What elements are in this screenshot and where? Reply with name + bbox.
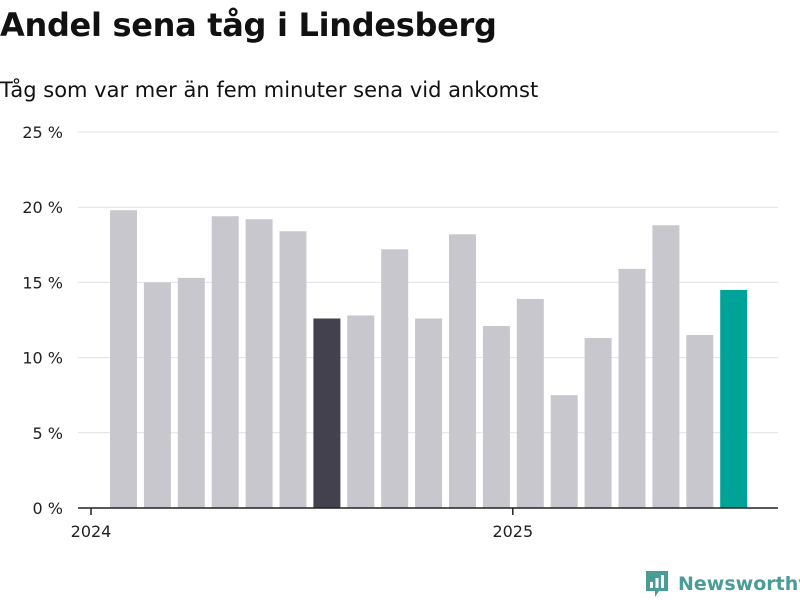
bar	[720, 289, 748, 508]
bar	[482, 326, 510, 508]
newsworthy-logo-icon	[646, 571, 668, 597]
y-tick-label: 25 %	[22, 123, 63, 142]
bar	[211, 216, 239, 508]
bar	[143, 282, 171, 508]
brand-name: Newsworthy	[678, 573, 800, 595]
y-tick-label: 0 %	[33, 499, 63, 518]
bar	[177, 277, 205, 508]
chart-title: Andel sena tåg i Lindesberg	[0, 6, 497, 44]
bar	[381, 249, 409, 508]
bar	[347, 315, 375, 508]
bar	[550, 395, 578, 508]
y-tick-label: 5 %	[33, 424, 63, 443]
bar	[415, 318, 443, 508]
bar	[245, 219, 273, 508]
y-tick-label: 20 %	[22, 198, 63, 217]
x-tick-label: 2024	[71, 522, 112, 541]
bar	[313, 318, 341, 508]
bar	[110, 210, 137, 508]
x-tick-label: 2025	[492, 522, 533, 541]
bar	[618, 268, 646, 508]
bar	[516, 298, 544, 508]
y-tick-label: 15 %	[22, 273, 63, 292]
bar	[279, 231, 307, 508]
brand-logo: Newsworthy	[644, 569, 800, 599]
bar	[652, 225, 680, 509]
chart-subtitle: Tåg som var mer än fem minuter sena vid …	[0, 78, 539, 102]
bar	[584, 338, 612, 508]
bar	[449, 234, 476, 508]
y-tick-label: 10 %	[22, 349, 63, 368]
bar	[686, 335, 714, 508]
